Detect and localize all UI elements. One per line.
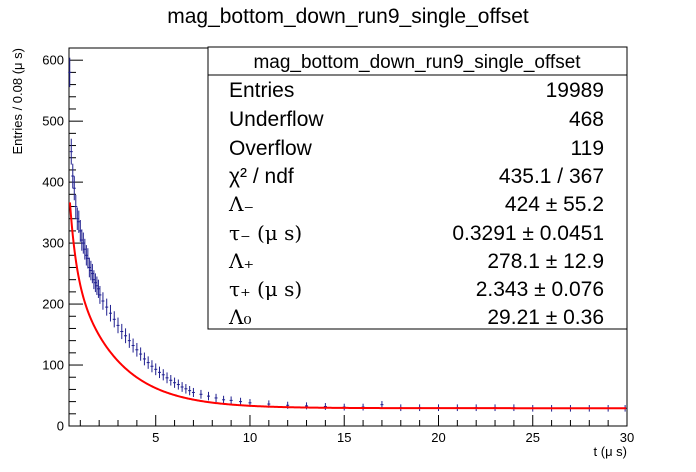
data-point <box>191 387 195 397</box>
data-point <box>127 333 131 348</box>
data-point <box>112 311 116 328</box>
stats-value-entries: 19989 <box>546 79 604 102</box>
data-point <box>207 391 210 401</box>
histogram-title: mag_bottom_down_run9_single_offset <box>167 5 529 28</box>
data-point <box>188 385 192 396</box>
stats-value-tau-plus: 2.343 ± 0.076 <box>476 278 604 301</box>
data-point <box>78 219 82 242</box>
data-point <box>239 397 243 406</box>
stats-box-title: mag_bottom_down_run9_single_offset <box>253 52 581 73</box>
data-point <box>176 379 180 390</box>
data-point <box>169 374 173 386</box>
data-point <box>150 360 154 373</box>
y-tick-label-500: 500 <box>42 114 64 129</box>
data-point <box>101 292 105 310</box>
stats-box: mag_bottom_down_run9_single_offset Entri… <box>207 46 628 330</box>
stats-box-frame <box>207 46 628 330</box>
data-point <box>74 194 78 219</box>
data-point <box>146 356 150 369</box>
data-point <box>81 232 85 254</box>
data-point <box>84 245 88 266</box>
stats-value-lambda-zero: 29.21 ± 0.36 <box>487 306 604 329</box>
data-point <box>165 372 169 384</box>
data-point <box>180 382 184 392</box>
data-point <box>139 347 143 361</box>
data-point <box>222 395 226 404</box>
data-point <box>72 176 76 201</box>
data-points <box>68 57 627 412</box>
stats-value-tau-minus: 0.3291 ± 0.0451 <box>452 222 604 245</box>
data-point <box>214 393 218 403</box>
data-point <box>157 366 161 379</box>
stats-label-lambda-zero: Λ₀ <box>228 305 251 329</box>
stats-label-overflow: Overflow <box>229 137 313 160</box>
fit-curve <box>68 202 627 410</box>
data-point <box>87 257 91 278</box>
y-tick-label-200: 200 <box>42 297 64 312</box>
data-point <box>135 342 139 357</box>
x-tick-label-30: 30 <box>620 430 634 445</box>
data-point <box>199 389 203 399</box>
data-point <box>131 338 135 353</box>
data-point <box>173 377 177 388</box>
data-point <box>116 317 120 334</box>
stats-value-underflow: 468 <box>569 108 604 131</box>
x-tick-label-25: 25 <box>526 430 540 445</box>
data-point <box>86 248 90 269</box>
data-point <box>89 260 93 281</box>
data-point <box>92 270 96 290</box>
data-point <box>184 384 188 394</box>
data-point <box>154 363 158 376</box>
data-point <box>77 210 81 233</box>
stats-value-chi2-ndf: 435.1 / 367 <box>499 165 604 188</box>
y-tick-label-400: 400 <box>42 175 64 190</box>
stats-label-tau-minus: τ₋ (μ s) <box>229 221 302 245</box>
y-axis-label: Entries / 0.08 (μ s) <box>10 48 25 154</box>
stats-value-overflow: 119 <box>571 137 604 160</box>
x-tick-label-10: 10 <box>243 430 257 445</box>
stats-value-lambda-plus: 278.1 ± 12.9 <box>487 250 604 273</box>
data-point <box>323 403 327 410</box>
data-point <box>68 57 72 88</box>
data-point <box>80 229 84 251</box>
data-point <box>229 396 233 405</box>
data-point <box>108 304 112 322</box>
y-tick-label-600: 600 <box>42 53 64 68</box>
data-point <box>75 207 79 230</box>
data-point <box>95 276 99 296</box>
stats-label-underflow: Underflow <box>229 108 324 131</box>
stats-label-tau-plus: τ₊ (μ s) <box>229 277 302 301</box>
x-tick-label-15: 15 <box>337 430 351 445</box>
data-point <box>90 263 94 284</box>
y-tick-label-300: 300 <box>42 236 64 251</box>
x-tick-label-5: 5 <box>152 430 159 445</box>
data-point <box>380 401 384 409</box>
data-point <box>105 298 109 316</box>
data-point <box>96 279 100 298</box>
data-point <box>124 328 128 344</box>
data-point <box>71 163 75 189</box>
stats-label-lambda-minus: Λ₋ <box>228 192 254 216</box>
data-point <box>83 238 87 260</box>
fit-curve-layer <box>68 202 627 410</box>
data-point <box>161 369 165 381</box>
x-axis-label: t (μ s) <box>594 444 627 459</box>
data-point <box>93 273 97 293</box>
y-tick-label-100: 100 <box>42 358 64 373</box>
x-tick-label-20: 20 <box>431 430 445 445</box>
stats-label-chi2-ndf: χ² / ndf <box>229 165 294 188</box>
stats-label-lambda-plus: Λ₊ <box>228 249 254 273</box>
stats-label-entries: Entries <box>229 79 294 102</box>
data-point <box>98 285 102 304</box>
data-point <box>142 352 146 366</box>
data-point <box>120 323 124 340</box>
stats-value-lambda-minus: 424 ± 55.2 <box>505 193 604 216</box>
y-tick-label-0: 0 <box>57 419 64 434</box>
data-point <box>69 138 73 165</box>
